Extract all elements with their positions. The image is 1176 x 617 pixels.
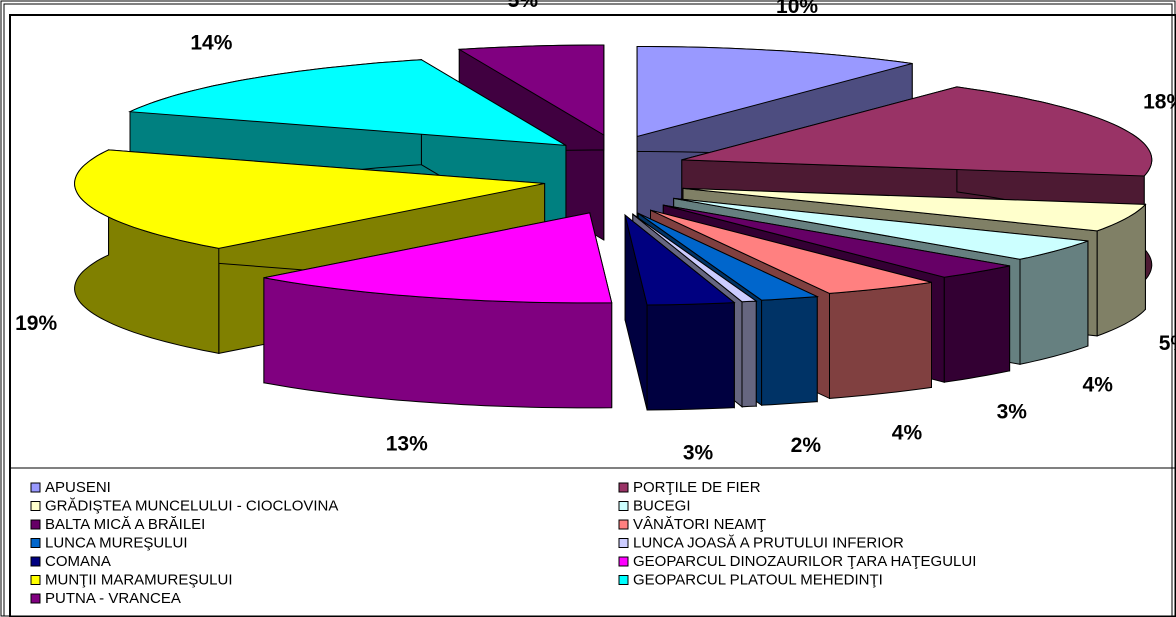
legend-swatch bbox=[618, 519, 629, 530]
data-label: 4% bbox=[1083, 373, 1114, 396]
plot-frame bbox=[9, 14, 1176, 617]
slice bbox=[128, 59, 567, 146]
slice bbox=[624, 213, 736, 306]
legend-swatch bbox=[618, 501, 629, 511]
data-label: 3% bbox=[997, 400, 1028, 423]
legend-swatch bbox=[30, 575, 41, 585]
data-label: 5% bbox=[1159, 332, 1176, 355]
slice-wall bbox=[1019, 240, 1089, 365]
legend-label: GEOPARCUL PLATOUL MEHEDINŢI bbox=[633, 571, 883, 588]
legend-label: VÂNĂTORI NEAMŢ bbox=[633, 516, 766, 533]
data-label: 3% bbox=[683, 441, 714, 464]
slice bbox=[632, 213, 758, 303]
legend-label: LUNCA JOASĂ A PRUTULUI INFERIOR bbox=[633, 534, 904, 551]
slice bbox=[681, 86, 1153, 177]
legend-swatch bbox=[618, 575, 629, 585]
slice-wall bbox=[943, 265, 1011, 383]
legend-swatch bbox=[30, 538, 41, 548]
legend-label: GRĂDIŞTEA MUNCELULUI - CIOCLOVINA bbox=[45, 497, 338, 514]
legend: APUSENI PORŢILE DE FIER GRĂDIŞTEA MUNCELUL… bbox=[30, 479, 976, 607]
legend-swatch bbox=[618, 482, 629, 493]
pie bbox=[74, 44, 1153, 411]
slice bbox=[650, 209, 932, 294]
slice-wall bbox=[829, 281, 932, 399]
data-label: 2% bbox=[791, 434, 822, 457]
legend-swatch bbox=[30, 519, 41, 530]
legend-swatch bbox=[618, 556, 629, 567]
legend-label: BALTA MICĂ A BRĂILEI bbox=[45, 516, 205, 533]
legend-swatch bbox=[30, 501, 41, 511]
legend-swatch bbox=[618, 538, 629, 548]
data-label: 10% bbox=[776, 0, 818, 18]
legend-label: COMANA bbox=[45, 553, 111, 570]
legend-swatch bbox=[30, 482, 41, 493]
slice-wall bbox=[741, 300, 757, 408]
data-label: 18% bbox=[1143, 91, 1176, 114]
legend-label: GEOPARCUL DINOZAURILOR ŢARA HAŢEGULUI bbox=[633, 553, 976, 570]
slice bbox=[636, 46, 913, 138]
legend-label: PORŢILE DE FIER bbox=[633, 479, 761, 496]
data-labels: 5% 10% 14% 18% 19% 5% 4% 3% 4% 13% 2% 3% bbox=[15, 0, 1176, 464]
slice bbox=[637, 212, 820, 301]
legend-label: BUCEGI bbox=[633, 497, 691, 514]
slice bbox=[682, 187, 1147, 232]
legend-swatch bbox=[30, 556, 41, 567]
slice-wall bbox=[646, 302, 735, 411]
slice-wall bbox=[761, 296, 818, 406]
slice bbox=[457, 44, 605, 136]
legend-label: MUNŢII MARAMUREŞULUI bbox=[45, 571, 233, 588]
data-label: 19% bbox=[15, 312, 57, 335]
data-label: 5% bbox=[508, 0, 539, 12]
legend-label: PUTNA - VRANCEA bbox=[45, 590, 181, 607]
data-label: 13% bbox=[386, 432, 428, 455]
slice bbox=[673, 197, 1089, 260]
data-label: 14% bbox=[190, 31, 232, 54]
slice bbox=[74, 149, 545, 249]
legend-label: APUSENI bbox=[45, 479, 111, 496]
slice bbox=[263, 212, 613, 304]
slice bbox=[663, 204, 1010, 278]
legend-swatch bbox=[30, 593, 41, 604]
legend-label: LUNCA MUREŞULUI bbox=[45, 534, 188, 551]
data-label: 4% bbox=[892, 422, 923, 445]
